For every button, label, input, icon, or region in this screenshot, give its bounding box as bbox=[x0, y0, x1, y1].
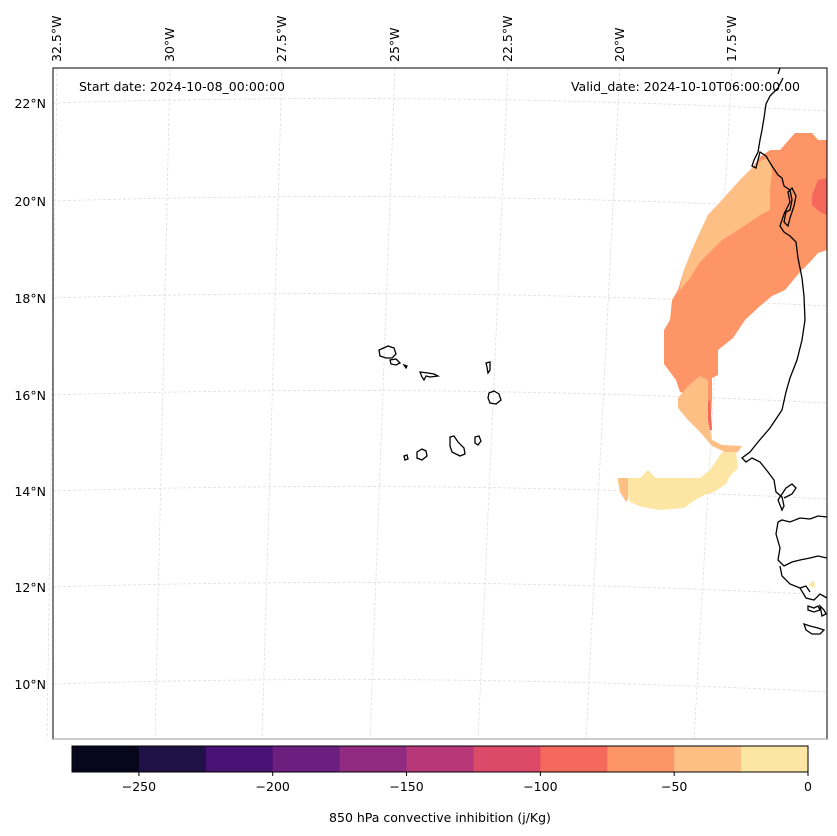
cin-region-red bbox=[812, 178, 827, 215]
meridian-line bbox=[693, 67, 733, 740]
meridian-line bbox=[46, 67, 58, 740]
start-date-annotation: Start date: 2024-10-08_00:00:00 bbox=[79, 79, 285, 94]
parallel-line bbox=[52, 679, 828, 693]
latitude-tick-label: 10°N bbox=[14, 677, 46, 692]
latitude-tick-label: 22°N bbox=[14, 96, 46, 111]
meridian-line bbox=[585, 67, 621, 740]
coastline-gambia-guinea-bissau bbox=[775, 515, 828, 635]
meridian-line bbox=[369, 67, 396, 740]
cin-region-light-orange-north bbox=[678, 158, 772, 296]
colorbar-swatch bbox=[72, 746, 140, 772]
colorbar-swatch bbox=[674, 746, 742, 772]
island-sao-nicolau bbox=[418, 371, 441, 382]
island-boa-vista bbox=[487, 390, 502, 405]
cin-region-light-orange-tip bbox=[618, 478, 628, 502]
longitude-tick-label: 17.5°W bbox=[724, 16, 739, 62]
island-brava bbox=[403, 454, 409, 461]
longitude-tick-label: 27.5°W bbox=[274, 16, 289, 62]
island-maio bbox=[474, 435, 482, 446]
colorbar-tick-label: −100 bbox=[523, 779, 557, 794]
colorbar-swatch bbox=[406, 746, 474, 772]
longitude-tick-label: 25°W bbox=[387, 27, 402, 62]
colorbar-swatch bbox=[607, 746, 675, 772]
longitude-tick-label: 32.5°W bbox=[49, 16, 64, 62]
cin-region-light-orange-south bbox=[678, 376, 742, 452]
colorbar-swatch bbox=[741, 746, 809, 772]
longitude-tick-label: 20°W bbox=[612, 27, 627, 62]
colorbar-swatch bbox=[473, 746, 541, 772]
island-santa-luzia bbox=[402, 363, 408, 370]
latitude-tick-label: 14°N bbox=[14, 484, 46, 499]
parallel-line bbox=[52, 486, 828, 500]
colorbar-tick-label: −50 bbox=[661, 779, 687, 794]
coastline-mauritania-senegal bbox=[741, 77, 806, 512]
colorbar-swatch bbox=[339, 746, 408, 772]
colorbar-label: 850 hPa convective inhibition (j/Kg) bbox=[329, 810, 551, 825]
island-sao-vicente bbox=[389, 358, 402, 366]
colorbar-tick-label: −200 bbox=[256, 779, 290, 794]
cin-region-speck bbox=[808, 580, 815, 588]
cin-fields bbox=[618, 133, 827, 588]
latitude-tick-label: 16°N bbox=[14, 388, 46, 403]
colorbar-swatch bbox=[540, 746, 608, 772]
colorbar-tick-label: −250 bbox=[122, 779, 156, 794]
coastline-top-fragment bbox=[777, 67, 781, 75]
latitude-tick-label: 18°N bbox=[14, 291, 46, 306]
island-santo-antao bbox=[378, 345, 397, 359]
longitude-tick-label: 30°W bbox=[162, 27, 177, 62]
colorbar-swatch bbox=[272, 746, 341, 772]
parallel-line bbox=[52, 582, 828, 596]
colorbar-frame bbox=[71, 745, 809, 773]
longitude-tick-label: 22.5°W bbox=[500, 16, 515, 62]
coastline bbox=[378, 67, 828, 635]
latitude-tick-label: 12°N bbox=[14, 580, 46, 595]
cin-region-mid-orange bbox=[664, 133, 827, 430]
parallel-line bbox=[52, 293, 828, 307]
parallel-line bbox=[52, 390, 828, 404]
meridian-line bbox=[261, 67, 283, 740]
colorbar-swatch bbox=[138, 746, 207, 772]
latitude-tick-label: 20°N bbox=[14, 194, 46, 209]
parallel-line bbox=[52, 196, 828, 210]
colorbar: −250 −200 −150 −100 −50 0 bbox=[71, 745, 812, 794]
cin-region-pale-yellow bbox=[618, 452, 738, 510]
longitude-tick-labels: 32.5°W 30°W 27.5°W 25°W 22.5°W 20°W 17.5°W bbox=[49, 16, 739, 62]
colorbar-swatch bbox=[205, 746, 274, 772]
latitude-tick-labels: 22°N 20°N 18°N 16°N 14°N 12°N 10°N bbox=[14, 96, 46, 692]
island-santiago bbox=[449, 435, 466, 457]
colorbar-tick-label: 0 bbox=[804, 779, 812, 794]
colorbar-tick-label: −150 bbox=[389, 779, 423, 794]
valid-date-annotation: Valid_date: 2024-10-10T06:00:00.00 bbox=[571, 79, 800, 94]
parallel-line bbox=[52, 98, 828, 112]
island-fogo bbox=[416, 448, 428, 461]
meridian-line bbox=[154, 67, 171, 740]
island-sal bbox=[485, 361, 491, 375]
